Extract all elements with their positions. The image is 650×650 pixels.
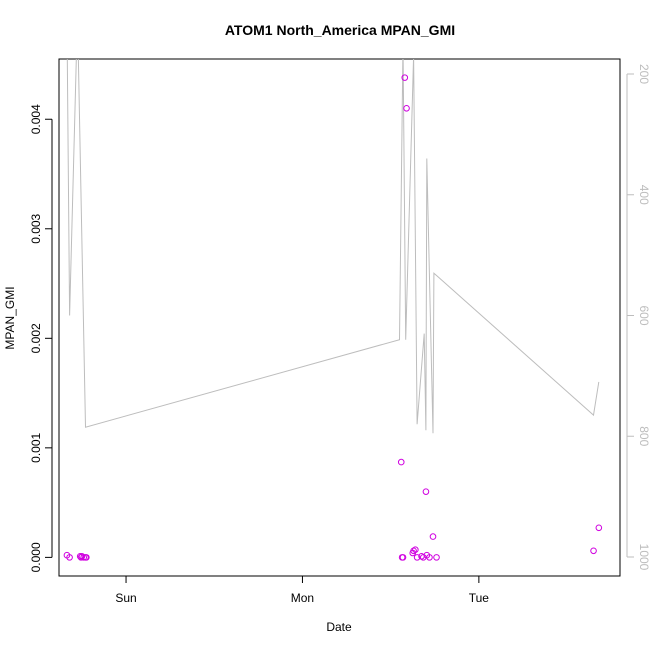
y2-tick-label: 200 [637,64,650,84]
data-point [422,488,430,495]
y2-axis: 200 400 600 800 1000 [626,64,650,571]
y2-tick-label: 800 [637,426,650,446]
y-tick-label: 0.004 [29,104,43,134]
data-point [66,554,73,561]
y-tick-label: 0.001 [29,433,43,463]
x-tick-label: Mon [291,591,314,605]
pressure-line-series [66,59,600,434]
data-point [401,74,409,81]
y2-tick-label: 400 [637,185,650,205]
data-point [429,533,437,540]
x-tick-label: Tue [469,591,490,605]
data-point [590,547,597,555]
data-point [413,554,421,561]
data-point [80,554,87,561]
data-point [403,104,410,112]
y-tick-label: 0.002 [29,323,43,353]
data-point [426,554,433,561]
mpan-gmi-point-series [63,74,603,561]
y2-tick-label: 1000 [637,544,650,571]
x-tick-label: Sun [115,591,136,605]
data-point [433,554,440,561]
data-point [419,554,427,561]
chart-title: ATOM1 North_America MPAN_GMI [225,22,455,38]
data-point [77,554,85,561]
y-axis: 0.000 0.001 0.002 0.003 0.004 [29,104,53,572]
y-axis-label: MPAN_GMI [3,286,17,349]
y2-tick-label: 600 [637,305,650,325]
plot-frame [58,58,621,577]
data-point [595,524,603,532]
x-axis-label: Date [326,620,352,634]
y-tick-label: 0.000 [29,542,43,572]
pressure-line [66,59,600,434]
y-tick-label: 0.003 [29,213,43,243]
x-axis: Sun Mon Tue [115,575,490,605]
data-point [399,554,407,561]
data-point [412,546,419,554]
data-point [397,458,405,466]
